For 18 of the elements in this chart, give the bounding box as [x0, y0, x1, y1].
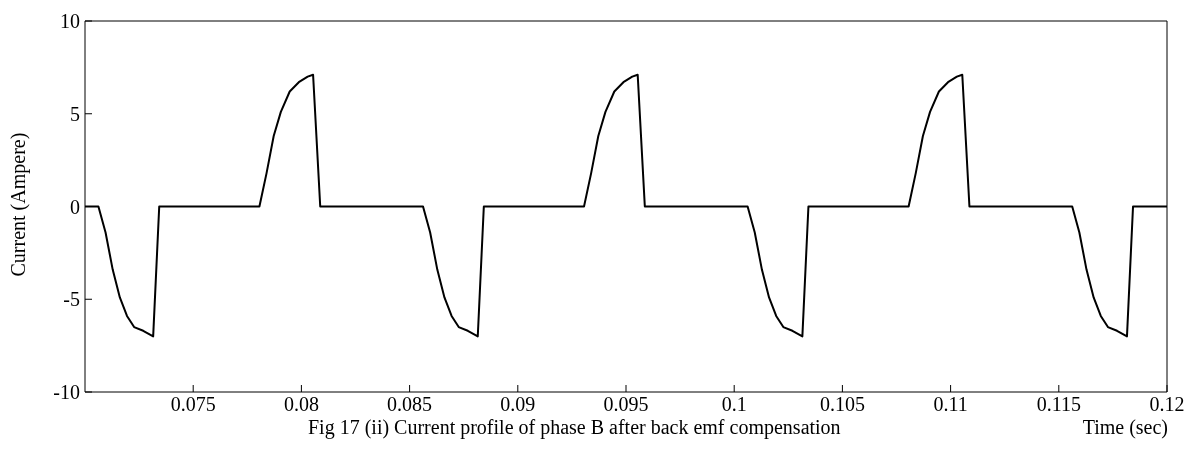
- y-axis-title: Current (Ampere): [7, 132, 31, 277]
- y-tick-label: -10: [53, 381, 80, 404]
- x-tick-label: 0.12: [1149, 393, 1185, 416]
- y-tick-label: -5: [63, 288, 80, 311]
- x-tick-label: 0.105: [819, 393, 865, 416]
- x-tick-label: 0.09: [500, 393, 536, 416]
- x-tick-label: 0.085: [387, 393, 433, 416]
- y-tick-label: 5: [70, 102, 80, 125]
- x-tick-label: 0.095: [603, 393, 649, 416]
- x-axis-title: Time (sec): [1082, 416, 1168, 439]
- caption: Fig 17 (ii) Current profile of phase B after back emf compensation: [308, 416, 841, 439]
- y-tick-label: 0: [70, 195, 80, 218]
- y-tick-label: 10: [60, 10, 80, 33]
- x-tick-label: 0.11: [933, 393, 968, 416]
- x-tick-label: 0.115: [1036, 393, 1081, 416]
- x-tick-label: 0.075: [170, 393, 216, 416]
- x-tick-label: 0.1: [721, 393, 747, 416]
- x-tick-label: 0.08: [283, 393, 319, 416]
